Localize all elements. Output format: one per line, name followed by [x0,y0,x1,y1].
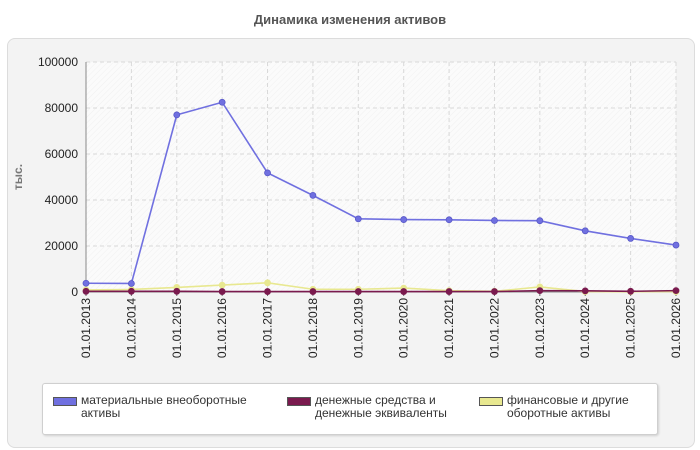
x-tick-label: 01.01.2016 [215,298,229,358]
x-tick-label: 01.01.2019 [351,298,365,358]
data-point-tangible-assets [627,235,635,242]
data-point-tangible-assets [672,241,680,249]
legend-item-tangible-assets: материальные внеоборотные активы [53,394,247,420]
x-tick-label: 01.01.2018 [306,298,320,358]
data-point-tangible-assets [491,217,498,224]
data-point-tangible-assets [218,98,226,106]
data-point-cash [491,288,498,295]
x-tick-label: 01.01.2022 [487,298,501,358]
legend: материальные внеоборотные активы денежны… [42,383,658,435]
y-tick-label: 80000 [45,101,79,115]
data-point-financial-assets [264,279,271,287]
data-point-tangible-assets [264,169,271,177]
x-tick-label: 01.01.2025 [624,298,638,358]
data-point-cash [400,288,408,295]
legend-swatch-tangible-assets [53,397,77,406]
x-tick-label: 01.01.2021 [442,298,456,358]
legend-label-tangible-assets: материальные внеоборотные активы [81,393,247,420]
y-tick-label: 60000 [45,147,79,161]
series-line-cash [86,289,677,293]
data-point-tangible-assets [445,216,453,224]
data-point-tangible-assets [536,217,544,225]
data-point-cash [218,288,226,295]
data-point-tangible-assets [309,191,317,199]
x-tick-label: 01.01.2013 [79,298,93,358]
data-point-tangible-assets [400,216,408,223]
legend-item-cash: денежные средства и денежные эквиваленты [287,394,447,420]
data-point-cash [173,287,181,295]
data-point-tangible-assets [354,215,362,223]
data-point-tangible-assets [82,279,90,287]
data-point-tangible-assets [173,111,181,119]
data-point-tangible-assets [127,280,135,287]
plot-area [86,62,676,292]
series-line-tangible-assets [85,101,677,285]
data-point-cash [82,287,90,295]
y-tick-label: 20000 [45,239,79,253]
data-point-cash [127,287,135,295]
x-tick-label: 01.01.2014 [124,298,138,358]
data-point-financial-assets [218,281,226,289]
y-tick-label: 100000 [38,55,78,69]
x-tick-label: 01.01.2026 [669,298,683,358]
legend-swatch-financial-assets [479,397,503,406]
legend-label-cash: денежные средства и денежные эквиваленты [315,393,447,420]
y-axis-label: тыс. [11,164,25,190]
x-tick-label: 01.01.2023 [533,298,547,358]
y-tick-label: 40000 [45,193,79,207]
data-point-cash [309,288,317,295]
data-point-cash [627,287,635,295]
x-tick-label: 01.01.2015 [170,298,184,358]
data-point-cash [354,288,362,295]
data-point-cash [536,287,544,295]
chart-title: Динамика изменения активов [253,12,447,27]
data-point-cash [581,287,589,295]
data-point-tangible-assets [581,227,589,235]
y-tick-label: 0 [71,285,78,299]
legend-swatch-cash [287,397,311,406]
x-tick-label: 01.01.2020 [397,298,411,358]
x-tick-label: 01.01.2017 [261,298,275,358]
data-point-cash [445,288,453,295]
data-point-cash [264,288,271,295]
data-point-cash [672,287,680,295]
legend-label-financial-assets: финансовые и другие оборотные активы [507,393,629,420]
legend-item-financial-assets: финансовые и другие оборотные активы [479,394,629,420]
x-tick-label: 01.01.2024 [578,298,592,358]
series-tangible-assets [82,98,680,287]
series-cash [82,287,680,295]
